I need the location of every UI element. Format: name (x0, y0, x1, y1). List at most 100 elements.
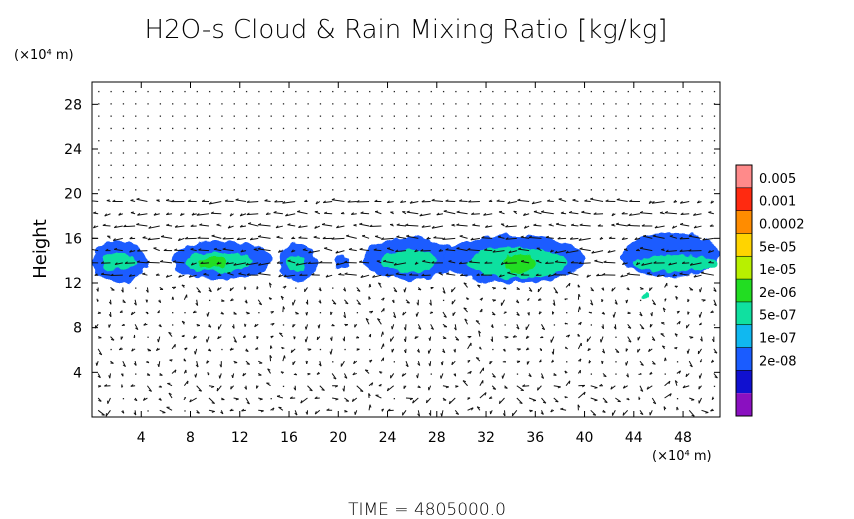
wind-arrow-head (206, 360, 209, 364)
wind-dot (172, 115, 174, 117)
wind-arrow-head (309, 389, 313, 392)
wind-arrow-head (291, 249, 294, 253)
wind-dot (332, 152, 334, 154)
wind-arrow-head (485, 225, 488, 228)
wind-dot (676, 140, 679, 142)
wind-dot (381, 140, 383, 142)
wind-arrow (107, 397, 111, 404)
wind-arrow-head (518, 247, 522, 250)
wind-arrow (308, 250, 320, 254)
wind-dot (566, 115, 568, 117)
wind-arrow (471, 213, 480, 215)
wind-arrow-head (578, 293, 581, 297)
wind-arrow (468, 200, 480, 203)
wind-arrow-head (257, 235, 262, 238)
wind-arrow-head (583, 391, 586, 396)
wind-arrow-head (522, 384, 526, 387)
wind-arrow-head (270, 345, 273, 349)
wind-dot (701, 189, 703, 191)
wind-dot (553, 140, 556, 142)
wind-arrow (375, 235, 382, 239)
wind-dot (492, 348, 494, 351)
wind-arrow-head (287, 259, 291, 262)
wind-arrow-head (386, 387, 389, 392)
wind-arrow-head (258, 262, 262, 266)
wind-dot (282, 115, 285, 117)
wind-dot (418, 140, 420, 142)
x-tick-label: 8 (186, 430, 195, 446)
wind-dot (159, 189, 162, 191)
wind-arrow-head (488, 199, 492, 202)
wind-arrow-head (357, 289, 361, 292)
wind-arrow-head (239, 213, 243, 217)
wind-arrow (114, 248, 123, 252)
y-tick-label: 28 (64, 97, 82, 113)
wind-dot (406, 189, 408, 191)
wind-arrow (372, 274, 382, 278)
wind-dot (356, 176, 359, 179)
wind-arrow-head (225, 261, 229, 265)
wind-arrow-head (554, 260, 559, 263)
wind-dot (578, 115, 580, 117)
wind-arrow-head (187, 199, 192, 202)
wind-arrow-head (199, 223, 203, 226)
wind-arrow-head (471, 212, 475, 215)
wind-dot (418, 90, 420, 93)
wind-dot (319, 152, 322, 154)
wind-dot (713, 176, 716, 179)
wind-dot (492, 176, 494, 179)
wind-arrow-head (130, 199, 134, 201)
wind-arrow-head (640, 412, 644, 415)
wind-dot (639, 164, 642, 166)
wind-arrow-head (304, 326, 307, 330)
wind-arrow (669, 235, 678, 239)
wind-dot (307, 176, 309, 179)
wind-arrow-head (601, 287, 605, 291)
wind-dot (566, 176, 568, 179)
wind-arrow-head (265, 212, 269, 215)
wind-dot (701, 164, 703, 166)
wind-arrow-head (208, 289, 212, 293)
wind-arrow-head (711, 396, 714, 400)
wind-arrow-head (273, 211, 277, 214)
wind-arrow (499, 397, 505, 405)
wind-arrow (250, 237, 259, 241)
wind-dot (467, 115, 469, 117)
wind-arrow-head (421, 199, 425, 203)
wind-dot (135, 164, 137, 166)
wind-arrow-head (371, 382, 374, 386)
wind-arrow-head (365, 317, 369, 321)
y-axis-unit: (×10⁴ m) (14, 48, 74, 63)
colorbar-swatch (736, 324, 752, 348)
wind-arrow-head (242, 335, 246, 338)
wind-dot (553, 127, 556, 130)
wind-arrow-head (541, 327, 545, 331)
wind-arrow-head (579, 321, 582, 326)
wind-arrow-head (490, 325, 494, 329)
wind-dot (701, 152, 703, 154)
wind-arrow (702, 237, 714, 241)
wind-arrow-head (469, 371, 472, 375)
wind-arrow-head (172, 296, 175, 300)
wind-arrow-head (459, 234, 463, 237)
wind-dot (418, 103, 420, 105)
wind-arrow-head (622, 412, 625, 416)
wind-dot (430, 127, 432, 130)
wind-dot (578, 127, 580, 130)
wind-arrow-head (135, 327, 139, 330)
wind-dot (258, 312, 260, 314)
wind-dot (603, 189, 605, 191)
wind-dot (369, 90, 371, 93)
wind-arrow-head (416, 375, 419, 379)
wind-dot (258, 189, 260, 191)
wind-arrow-head (359, 247, 363, 250)
wind-arrow-head (417, 386, 421, 389)
wind-arrow-head (403, 338, 406, 342)
wind-dot (713, 140, 716, 142)
wind-dot (258, 103, 260, 105)
wind-dot (98, 164, 100, 166)
wind-arrow (500, 299, 505, 306)
wind-dot (455, 189, 457, 191)
y-tick-label: 24 (64, 142, 82, 158)
wind-arrow-head (627, 223, 631, 226)
